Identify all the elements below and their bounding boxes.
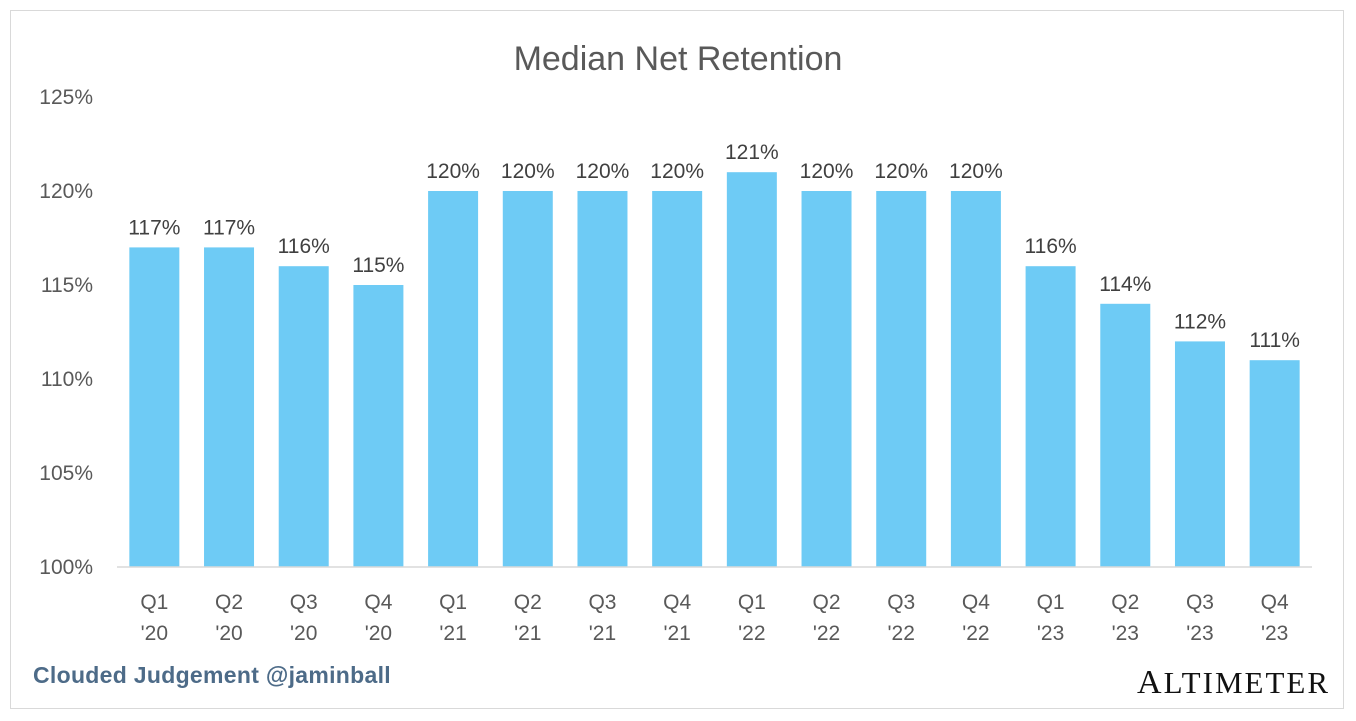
x-tick-label-year: '22	[962, 622, 989, 645]
x-tick-label-quarter: Q2	[813, 591, 841, 614]
x-tick-label-year: '20	[141, 622, 168, 645]
data-label: 111%	[1249, 329, 1300, 352]
attribution-text: Clouded Judgement @jaminball	[33, 662, 391, 688]
bar	[204, 247, 255, 567]
x-tick-label-year: '23	[1112, 622, 1139, 645]
bar	[950, 191, 1001, 567]
x-tick-label-year: '21	[589, 622, 616, 645]
y-tick-label: 125%	[39, 86, 93, 109]
data-label: 120%	[874, 160, 928, 183]
x-tick-label-year: '21	[439, 622, 466, 645]
data-label: 114%	[1099, 273, 1151, 296]
x-tick-label-quarter: Q3	[290, 591, 318, 614]
data-label: 112%	[1174, 310, 1226, 333]
y-tick-label: 100%	[39, 556, 93, 579]
bar	[1249, 360, 1300, 567]
x-tick-label-quarter: Q1	[738, 591, 766, 614]
x-tick-label-year: '20	[290, 622, 317, 645]
x-tick-label-quarter: Q2	[215, 591, 243, 614]
data-label: 115%	[352, 254, 404, 277]
y-axis: 100% 105% 110% 115% 120% 125%	[39, 86, 93, 579]
brand-logo-initial: A	[1137, 664, 1164, 701]
data-label: 117%	[128, 216, 180, 239]
chart-title: Median Net Retention	[514, 40, 843, 78]
x-tick-label-year: '22	[888, 622, 915, 645]
x-tick-label-year: '21	[663, 622, 690, 645]
x-tick-label-quarter: Q3	[1186, 591, 1214, 614]
x-tick-label-year: '20	[365, 622, 392, 645]
data-label: 116%	[1025, 235, 1077, 258]
x-tick-label-quarter: Q3	[588, 591, 616, 614]
x-axis: Q1 '20 Q2 '20 Q3 '20 Q4 '20 Q1 '21 Q2 '21 Q3 '21 Q4 '21…	[140, 591, 1289, 645]
x-tick-label-year: '20	[215, 622, 242, 645]
y-tick-label: 115%	[41, 274, 93, 297]
x-tick-label-quarter: Q4	[663, 591, 691, 614]
data-label: 120%	[800, 160, 854, 183]
bar	[801, 191, 852, 567]
bar	[577, 191, 628, 567]
data-label: 120%	[501, 160, 555, 183]
x-tick-label-quarter: Q3	[887, 591, 915, 614]
data-label: 120%	[650, 160, 704, 183]
data-label: 117%	[203, 216, 255, 239]
bar	[876, 191, 927, 567]
data-label: 120%	[949, 160, 1003, 183]
bar	[502, 191, 553, 567]
bar	[353, 285, 404, 567]
bars	[129, 172, 1300, 567]
bar	[1100, 303, 1151, 567]
bar	[129, 247, 180, 567]
brand-logo-rest: LTIMETER	[1163, 665, 1330, 700]
x-tick-label-quarter: Q2	[1111, 591, 1139, 614]
x-tick-label-quarter: Q4	[1261, 591, 1289, 614]
data-label: 116%	[278, 235, 330, 258]
x-tick-label-year: '21	[514, 622, 541, 645]
bar	[652, 191, 703, 567]
x-tick-label-year: '22	[813, 622, 840, 645]
x-tick-label-quarter: Q2	[514, 591, 542, 614]
y-tick-label: 110%	[41, 368, 93, 391]
x-tick-label-year: '23	[1261, 622, 1288, 645]
data-labels: 117% 117% 116% 115% 120% 120% 120% 120% 121% 120%…	[128, 141, 1300, 352]
x-tick-label-year: '23	[1186, 622, 1213, 645]
data-label: 121%	[725, 141, 779, 164]
x-tick-label-quarter: Q1	[140, 591, 168, 614]
bar	[428, 191, 479, 567]
x-tick-label-quarter: Q1	[439, 591, 467, 614]
y-tick-label: 120%	[39, 180, 93, 203]
y-tick-label: 105%	[39, 462, 93, 485]
x-tick-label-year: '23	[1037, 622, 1064, 645]
x-tick-label-year: '22	[738, 622, 765, 645]
bar	[726, 172, 777, 567]
data-label: 120%	[426, 160, 480, 183]
x-tick-label-quarter: Q4	[364, 591, 392, 614]
x-tick-label-quarter: Q1	[1037, 591, 1065, 614]
brand-logo: ALTIMETER	[1137, 664, 1330, 702]
bar	[1025, 266, 1076, 567]
bar	[278, 266, 329, 567]
data-label: 120%	[576, 160, 630, 183]
bar	[1174, 341, 1225, 567]
x-tick-label-quarter: Q4	[962, 591, 990, 614]
